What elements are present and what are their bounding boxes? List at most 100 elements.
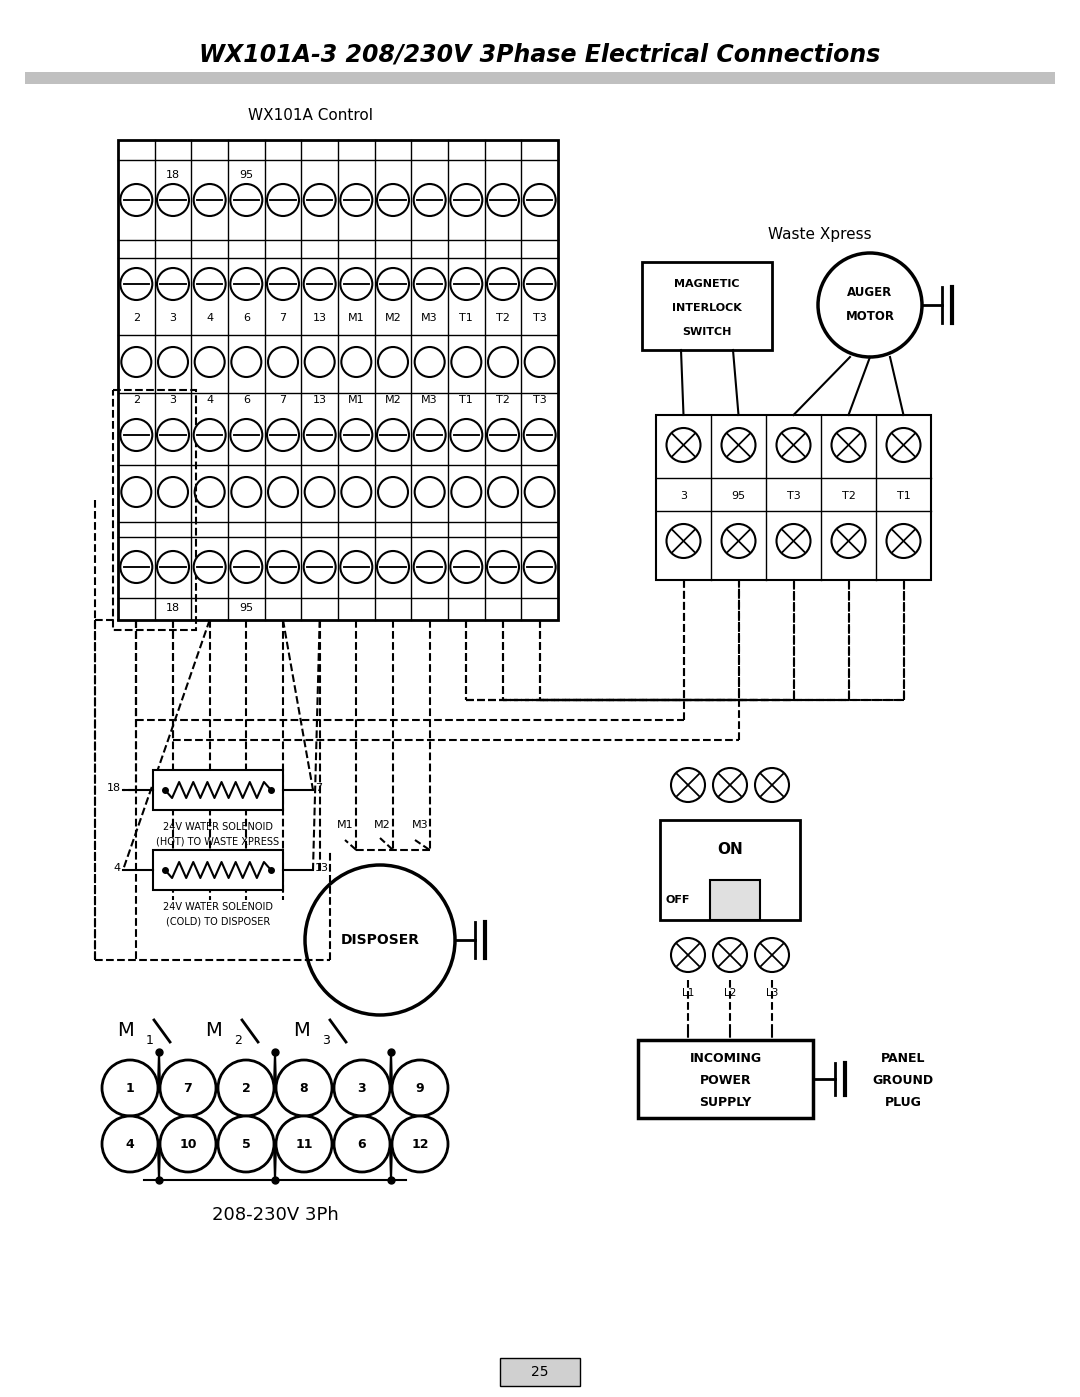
Circle shape [334,1060,390,1116]
Circle shape [414,550,446,583]
Text: 95: 95 [240,604,254,613]
Text: 1: 1 [125,1081,134,1094]
Text: 3: 3 [170,395,176,405]
Circle shape [524,184,556,217]
Text: 18: 18 [166,170,180,180]
Text: 95: 95 [731,490,745,502]
Text: OFF: OFF [665,895,689,905]
Text: 9: 9 [416,1081,424,1094]
Circle shape [267,268,299,300]
Circle shape [487,419,519,451]
Circle shape [160,1060,216,1116]
Text: 13: 13 [313,313,326,323]
Circle shape [267,184,299,217]
Text: M: M [118,1020,134,1039]
Text: 11: 11 [295,1137,313,1151]
Text: M: M [294,1020,310,1039]
Circle shape [276,1116,332,1172]
Text: T3: T3 [532,313,546,323]
Circle shape [755,768,789,802]
Text: 13: 13 [313,395,326,405]
Circle shape [721,524,756,557]
Circle shape [887,524,920,557]
Text: 13: 13 [315,863,329,873]
Circle shape [160,1116,216,1172]
Circle shape [713,768,747,802]
Circle shape [157,419,189,451]
Circle shape [377,419,409,451]
Circle shape [671,937,705,972]
Circle shape [193,550,226,583]
Text: 3: 3 [170,313,176,323]
Text: WX101A Control: WX101A Control [247,108,373,123]
Circle shape [377,184,409,217]
Text: M3: M3 [411,820,429,830]
Circle shape [392,1116,448,1172]
Text: 6: 6 [357,1137,366,1151]
Circle shape [102,1060,158,1116]
Text: 3: 3 [322,1034,329,1046]
Text: POWER: POWER [700,1073,752,1087]
Text: GROUND: GROUND [873,1073,933,1087]
Circle shape [267,550,299,583]
Text: T2: T2 [496,313,510,323]
Text: T1: T1 [459,395,473,405]
Text: 3: 3 [357,1081,366,1094]
Text: M3: M3 [421,313,438,323]
Text: 4: 4 [206,313,213,323]
Circle shape [671,768,705,802]
Text: 8: 8 [299,1081,308,1094]
Circle shape [276,1060,332,1116]
Bar [113,390,197,630]
Text: M1: M1 [337,820,353,830]
Text: 2: 2 [242,1081,251,1094]
Circle shape [832,427,865,462]
Circle shape [524,268,556,300]
Circle shape [120,184,152,217]
Text: 12: 12 [411,1137,429,1151]
Text: DISPOSER: DISPOSER [340,933,419,947]
Circle shape [414,184,446,217]
Bar [638,1039,813,1118]
Circle shape [303,184,336,217]
Circle shape [340,184,373,217]
Bar [660,820,800,921]
Circle shape [487,268,519,300]
Text: 6: 6 [243,395,249,405]
Circle shape [102,1116,158,1172]
Circle shape [887,427,920,462]
Text: L2: L2 [724,988,737,997]
Text: 4: 4 [113,863,121,873]
Text: 95: 95 [240,170,254,180]
Text: WX101A-3 208/230V 3Phase Electrical Connections: WX101A-3 208/230V 3Phase Electrical Conn… [200,43,880,67]
Circle shape [120,550,152,583]
Text: MOTOR: MOTOR [846,310,894,324]
Circle shape [721,427,756,462]
Bar [25,73,1055,84]
Text: T2: T2 [841,490,855,502]
Text: 6: 6 [243,313,249,323]
Text: 24V WATER SOLENOID: 24V WATER SOLENOID [163,821,273,833]
Circle shape [487,184,519,217]
Circle shape [120,268,152,300]
Circle shape [218,1060,274,1116]
Circle shape [450,184,483,217]
Text: M1: M1 [348,313,365,323]
Circle shape [666,524,701,557]
Text: 7: 7 [280,313,286,323]
Bar [710,880,760,921]
Text: 18: 18 [107,782,121,793]
Text: 10: 10 [179,1137,197,1151]
Text: 1: 1 [146,1034,153,1046]
Text: (HOT) TO WASTE XPRESS: (HOT) TO WASTE XPRESS [157,835,280,847]
Text: 2: 2 [133,395,140,405]
Circle shape [120,419,152,451]
Circle shape [777,427,810,462]
Bar [656,415,931,580]
Text: Waste Xpress: Waste Xpress [768,228,872,243]
Text: SWITCH: SWITCH [683,327,731,337]
Circle shape [340,550,373,583]
Circle shape [157,184,189,217]
Text: T1: T1 [896,490,910,502]
Text: 4: 4 [125,1137,134,1151]
